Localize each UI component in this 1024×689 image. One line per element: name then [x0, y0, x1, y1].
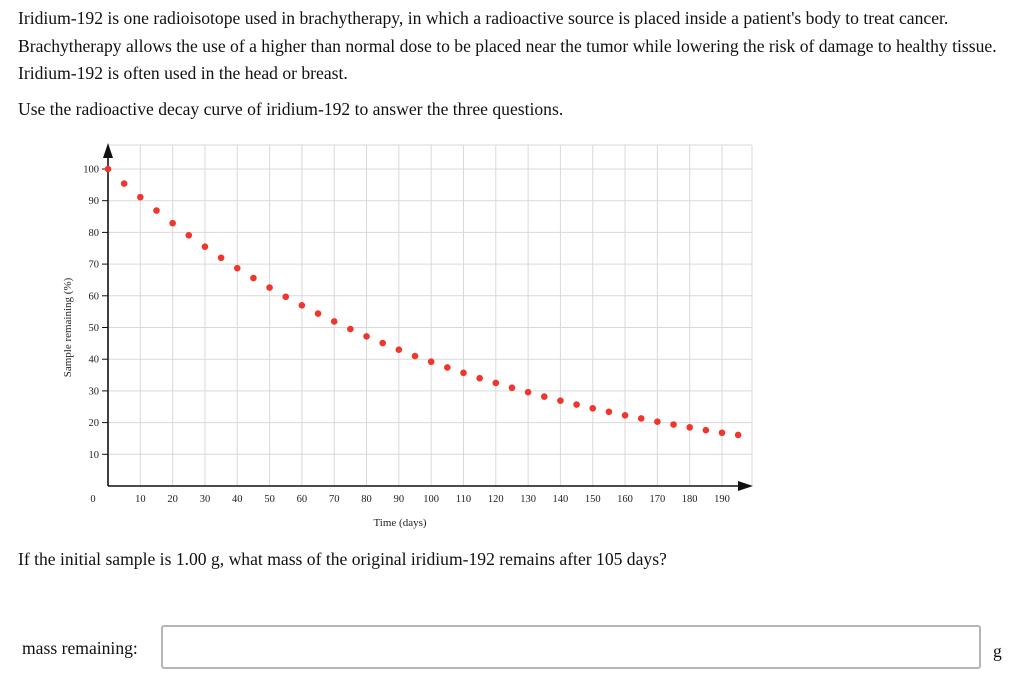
data-point	[330, 318, 338, 325]
decay-curve-chart: 10 20 30 40 50 60 70 80 90 100 0 10 20 30 40 50 60 70 80 90…	[62, 143, 753, 529]
mass-remaining-input[interactable]	[161, 625, 981, 669]
y-tick-label: 50	[89, 323, 100, 334]
data-point	[266, 284, 273, 291]
x-tick-label: 110	[456, 494, 471, 505]
data-point	[185, 231, 193, 239]
data-point	[670, 421, 677, 428]
data-point	[363, 333, 370, 340]
x-tick-label: 170	[649, 494, 665, 505]
intro-paragraph: Iridium-192 is one radioisotope used in …	[18, 8, 997, 83]
data-point	[589, 405, 597, 412]
data-point	[137, 193, 144, 201]
x-tick-label: 50	[264, 494, 275, 505]
y-axis-arrow	[103, 143, 113, 158]
data-point	[169, 219, 176, 227]
data-point	[379, 339, 386, 347]
y-tick-label: 80	[89, 228, 100, 239]
data-point	[444, 364, 451, 371]
data-point	[524, 388, 532, 396]
data-point	[282, 293, 290, 301]
data-point	[250, 274, 257, 282]
data-point	[557, 397, 564, 405]
y-tick-label: 60	[89, 291, 100, 302]
mass-remaining-label: mass remaining:	[22, 638, 138, 658]
x-tick-label: 130	[520, 494, 536, 505]
data-point	[476, 374, 483, 382]
chart-tick-labels: 10 20 30 40 50 60 70 80 90 100 0 10 20 30 40 50 60 70 80 90…	[83, 165, 730, 506]
data-point	[314, 310, 322, 317]
x-tick-label: 90	[394, 494, 405, 505]
data-point	[718, 429, 726, 437]
x-tick-label: 180	[682, 494, 698, 505]
data-point	[508, 384, 516, 392]
instruction-text: Use the radioactive decay curve of iridi…	[18, 99, 564, 119]
x-axis-arrow	[738, 481, 753, 491]
data-point	[217, 254, 225, 262]
x-tick-label: 40	[232, 494, 243, 505]
data-point	[233, 264, 241, 272]
y-tick-label: 70	[89, 260, 100, 271]
y-tick-label: 20	[89, 418, 100, 429]
data-point	[637, 415, 645, 422]
x-tick-label: 10	[135, 494, 146, 505]
y-tick-label: 30	[89, 386, 100, 397]
data-point	[621, 412, 629, 419]
data-point	[395, 346, 403, 353]
x-axis-label: Time (days)	[373, 517, 426, 529]
data-point	[201, 243, 209, 250]
data-point	[427, 358, 435, 366]
x-tick-label: 100	[423, 494, 439, 505]
x-tick-label: 140	[553, 494, 569, 505]
y-tick-label: 40	[89, 355, 100, 366]
x-tick-label: 60	[297, 494, 308, 505]
data-point	[411, 352, 419, 360]
question-text: If the initial sample is 1.00 g, what ma…	[18, 549, 667, 569]
data-point	[298, 302, 306, 309]
unit-label: g	[993, 641, 1002, 661]
y-tick-label: 10	[89, 450, 100, 461]
y-tick-label: 90	[89, 196, 100, 207]
data-point	[492, 379, 500, 387]
x-tick-label: 0	[90, 494, 95, 505]
data-point	[686, 424, 693, 431]
x-tick-label: 120	[488, 494, 504, 505]
y-axis-label: Sample remaining (%)	[62, 277, 74, 377]
x-tick-label: 150	[585, 494, 601, 505]
data-point	[460, 369, 467, 377]
x-tick-label: 80	[361, 494, 372, 505]
data-point	[734, 431, 742, 439]
data-point	[540, 393, 548, 400]
y-tick-label: 100	[83, 165, 99, 176]
x-tick-label: 20	[167, 494, 178, 505]
chart-grid	[108, 144, 753, 486]
data-point	[654, 418, 661, 425]
x-tick-label: 160	[617, 494, 633, 505]
data-point	[104, 165, 112, 173]
x-tick-label: 190	[714, 494, 730, 505]
data-point	[605, 408, 613, 416]
data-point	[120, 180, 128, 187]
data-point	[347, 325, 354, 333]
x-tick-label: 70	[329, 494, 340, 505]
data-point	[153, 207, 160, 214]
chart-axes	[102, 143, 753, 491]
chart-data-points	[104, 165, 742, 439]
x-tick-label: 30	[200, 494, 211, 505]
data-point	[573, 401, 580, 408]
data-point	[702, 426, 710, 434]
